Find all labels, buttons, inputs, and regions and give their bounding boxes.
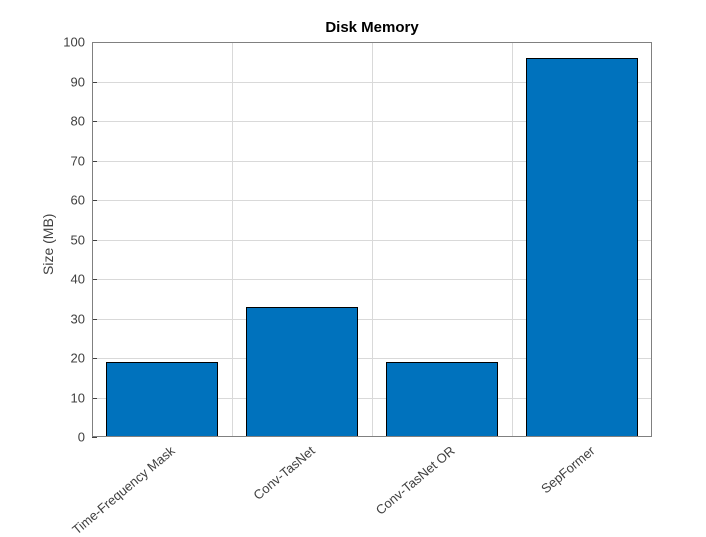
ytick-mark — [92, 279, 97, 280]
ytick-mark — [92, 437, 97, 438]
ytick-mark — [92, 42, 97, 43]
xtick-label: Conv-TasNet OR — [373, 443, 458, 518]
ytick-label: 20 — [71, 351, 85, 366]
ytick-label: 50 — [71, 232, 85, 247]
ytick-label: 70 — [71, 153, 85, 168]
ytick-mark — [92, 398, 97, 399]
bar — [386, 362, 498, 437]
xtick-label: Conv-TasNet — [250, 443, 317, 503]
bar — [106, 362, 218, 437]
gridline-v — [232, 42, 233, 437]
ytick-label: 90 — [71, 74, 85, 89]
ytick-mark — [92, 200, 97, 201]
ytick-label: 60 — [71, 193, 85, 208]
bar — [526, 58, 638, 437]
ytick-label: 30 — [71, 311, 85, 326]
xtick-label: SepFormer — [538, 443, 597, 496]
ytick-mark — [92, 161, 97, 162]
ytick-label: 10 — [71, 390, 85, 405]
chart-title: Disk Memory — [92, 19, 652, 36]
ytick-mark — [92, 121, 97, 122]
gridline-v — [372, 42, 373, 437]
ytick-label: 0 — [78, 430, 85, 445]
ytick-mark — [92, 358, 97, 359]
ytick-label: 100 — [63, 35, 85, 50]
ytick-mark — [92, 240, 97, 241]
ytick-label: 40 — [71, 272, 85, 287]
gridline-v — [512, 42, 513, 437]
ytick-mark — [92, 82, 97, 83]
ytick-label: 80 — [71, 114, 85, 129]
y-axis-label: Size (MB) — [40, 213, 56, 274]
disk-memory-chart: Disk Memory Size (MB) 010203040506070809… — [0, 0, 706, 529]
xtick-label: Time-Frequency Mask — [69, 443, 177, 537]
plot-area: 0102030405060708090100Time-Frequency Mas… — [92, 42, 652, 437]
ytick-mark — [92, 319, 97, 320]
bar — [246, 307, 358, 437]
